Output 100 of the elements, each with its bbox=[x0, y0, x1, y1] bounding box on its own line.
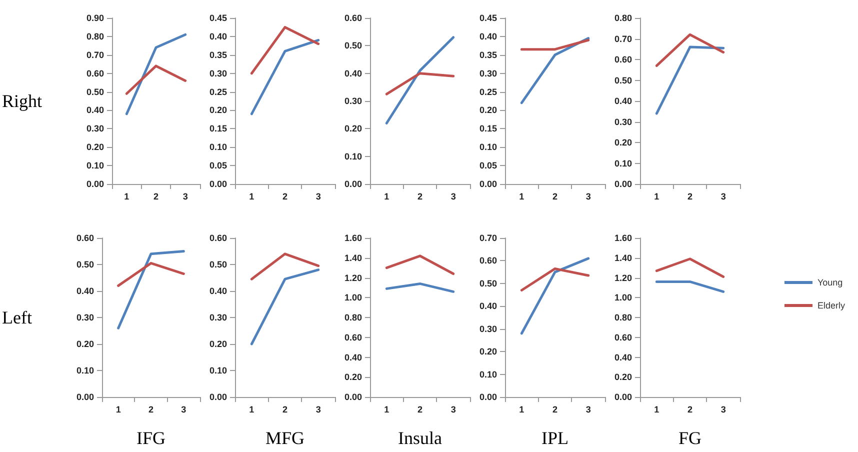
y-tick-label: 0.50 bbox=[344, 40, 362, 51]
y-tick-label: 0.80 bbox=[344, 312, 362, 322]
y-tick-label: 0.00 bbox=[209, 179, 227, 189]
y-tick-label: 0.60 bbox=[614, 54, 632, 64]
y-tick-label: 0.30 bbox=[209, 312, 227, 322]
x-tick-label: 3 bbox=[316, 192, 321, 202]
y-tick-label: 0.70 bbox=[479, 233, 497, 243]
y-tick-label: 0.30 bbox=[76, 312, 94, 322]
y-tick-label: 0.20 bbox=[479, 346, 497, 357]
x-tick-label: 1 bbox=[124, 192, 130, 202]
y-tick-label: 0.50 bbox=[76, 260, 94, 270]
y-tick-label: 0.00 bbox=[479, 179, 497, 189]
y-tick-label: 0.35 bbox=[209, 50, 227, 60]
y-axis-title: Left bbox=[2, 308, 32, 328]
y-tick-label: 0.45 bbox=[479, 13, 497, 23]
x-tick-label: 2 bbox=[687, 404, 693, 414]
y-tick-label: 0.30 bbox=[209, 68, 227, 78]
y-tick-label: 0.20 bbox=[209, 105, 227, 116]
y-tick-label: 0.80 bbox=[614, 13, 632, 23]
x-tick-label: 1 bbox=[654, 192, 660, 202]
x-tick-label: 3 bbox=[182, 192, 188, 202]
y-tick-label: 0.10 bbox=[479, 369, 497, 380]
y-tick-label: 0.30 bbox=[614, 116, 632, 127]
y-tick-label: 0.20 bbox=[76, 339, 94, 349]
x-tick-label: 3 bbox=[720, 404, 726, 414]
x-tick-label: 1 bbox=[384, 192, 390, 202]
y-tick-label: 0.00 bbox=[209, 392, 227, 402]
legend-label: Elderly bbox=[817, 300, 846, 310]
x-axis-title: FG bbox=[678, 428, 702, 448]
legend-label: Young bbox=[817, 278, 843, 288]
x-tick-label: 3 bbox=[316, 404, 321, 414]
y-tick-label: 0.10 bbox=[76, 366, 94, 376]
y-tick-label: 0.90 bbox=[86, 13, 104, 23]
y-tick-label: 0.00 bbox=[344, 392, 362, 402]
y-tick-label: 0.60 bbox=[76, 233, 94, 243]
y-tick-label: 0.05 bbox=[209, 160, 227, 171]
y-tick-label: 0.15 bbox=[209, 124, 227, 134]
x-tick-label: 2 bbox=[153, 192, 159, 202]
y-tick-label: 1.60 bbox=[614, 233, 632, 243]
x-tick-label: 2 bbox=[282, 192, 288, 202]
y-tick-label: 0.60 bbox=[86, 68, 104, 78]
y-tick-label: 1.40 bbox=[344, 252, 362, 263]
y-tick-label: 0.25 bbox=[479, 86, 497, 97]
x-tick-label: 3 bbox=[181, 404, 186, 414]
y-tick-label: 0.00 bbox=[479, 392, 497, 402]
x-axis-title: IFG bbox=[136, 428, 166, 448]
y-tick-label: 1.20 bbox=[614, 272, 632, 283]
y-tick-label: 0.40 bbox=[76, 286, 94, 296]
y-tick-label: 0.40 bbox=[209, 286, 227, 296]
x-tick-label: 2 bbox=[552, 192, 558, 202]
y-tick-label: 0.60 bbox=[344, 332, 362, 342]
y-tick-label: 0.40 bbox=[614, 352, 632, 362]
y-tick-label: 0.00 bbox=[614, 179, 632, 189]
y-tick-label: 0.25 bbox=[209, 86, 227, 97]
x-tick-label: 3 bbox=[450, 192, 456, 202]
y-tick-label: 0.40 bbox=[344, 68, 362, 78]
x-tick-label: 2 bbox=[282, 404, 288, 414]
y-tick-label: 0.20 bbox=[344, 372, 362, 382]
x-axis-title: IPL bbox=[542, 428, 568, 448]
y-tick-label: 0.30 bbox=[344, 96, 362, 106]
y-tick-label: 0.60 bbox=[479, 256, 497, 266]
x-tick-label: 2 bbox=[417, 192, 423, 202]
x-tick-label: 3 bbox=[586, 192, 591, 202]
y-tick-label: 0.00 bbox=[86, 179, 104, 189]
y-tick-label: 0.40 bbox=[479, 31, 497, 42]
y-tick-label: 0.30 bbox=[479, 324, 497, 334]
y-tick-label: 0.50 bbox=[479, 278, 497, 288]
y-tick-label: 0.00 bbox=[76, 392, 94, 402]
y-tick-label: 0.70 bbox=[86, 50, 104, 60]
y-axis-title: Right bbox=[2, 91, 42, 111]
y-tick-label: 1.00 bbox=[614, 292, 632, 303]
x-tick-label: 1 bbox=[519, 192, 524, 202]
y-tick-label: 0.80 bbox=[86, 31, 104, 42]
y-tick-label: 0.10 bbox=[86, 160, 104, 171]
y-tick-label: 0.20 bbox=[614, 138, 632, 148]
y-tick-label: 0.20 bbox=[344, 124, 362, 134]
y-tick-label: 0.10 bbox=[479, 142, 497, 152]
y-tick-label: 0.35 bbox=[479, 50, 497, 60]
y-tick-label: 0.40 bbox=[479, 301, 497, 312]
y-tick-label: 0.70 bbox=[614, 34, 632, 44]
x-axis-title: Insula bbox=[398, 428, 442, 448]
y-tick-label: 0.20 bbox=[86, 142, 104, 152]
y-tick-label: 0.00 bbox=[614, 392, 632, 402]
y-tick-label: 0.10 bbox=[209, 142, 227, 152]
y-tick-label: 0.80 bbox=[614, 312, 632, 322]
y-tick-label: 0.10 bbox=[344, 151, 362, 162]
x-tick-label: 1 bbox=[249, 404, 254, 414]
y-tick-label: 0.30 bbox=[86, 124, 104, 134]
y-tick-label: 0.60 bbox=[344, 13, 362, 23]
x-tick-label: 2 bbox=[417, 404, 423, 414]
y-tick-label: 0.50 bbox=[209, 260, 227, 270]
y-tick-label: 0.60 bbox=[209, 233, 227, 243]
x-tick-label: 1 bbox=[654, 404, 660, 414]
y-tick-label: 1.40 bbox=[614, 252, 632, 263]
y-tick-label: 0.20 bbox=[479, 105, 497, 116]
y-tick-label: 0.30 bbox=[479, 68, 497, 78]
x-tick-label: 1 bbox=[384, 404, 390, 414]
y-tick-label: 0.45 bbox=[209, 13, 227, 23]
y-tick-label: 0.10 bbox=[209, 366, 227, 376]
y-tick-label: 0.40 bbox=[209, 31, 227, 42]
